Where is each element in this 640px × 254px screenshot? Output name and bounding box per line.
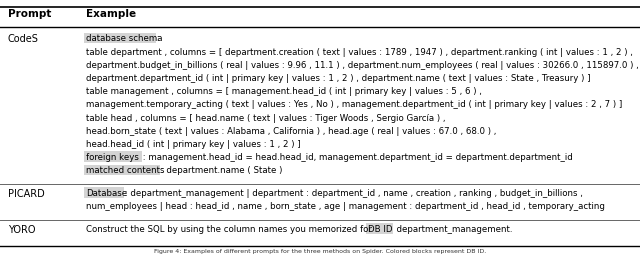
FancyBboxPatch shape [84,188,124,198]
Text: num_employees | head : head_id , name , born_state , age | management : departme: num_employees | head : head_id , name , … [86,201,605,211]
Text: department.department_id ( int | primary key | values : 1 , 2 ) , department.nam: department.department_id ( int | primary… [86,74,591,83]
Text: table department , columns = [ department.creation ( text | values : 1789 , 1947: table department , columns = [ departmen… [86,47,633,56]
Text: : department.name ( State ): : department.name ( State ) [158,166,282,175]
Text: Construct the SQL by using the column names you memorized for: Construct the SQL by using the column na… [86,224,378,233]
Text: matched contents: matched contents [86,166,165,175]
Text: head.born_state ( text | values : Alabama , California ) , head.age ( real | val: head.born_state ( text | values : Alabam… [86,126,497,135]
Text: DB ID: DB ID [369,224,393,233]
FancyBboxPatch shape [84,152,142,163]
FancyBboxPatch shape [84,34,156,44]
FancyBboxPatch shape [84,165,160,176]
Text: Example: Example [86,9,136,19]
Text: table head , columns = [ head.name ( text | values : Tiger Woods , Sergio García: table head , columns = [ head.name ( tex… [86,113,446,122]
Text: :: : [154,34,159,43]
Text: table management , columns = [ management.head_id ( int | primary key | values :: table management , columns = [ managemen… [86,87,483,96]
Text: : management.head_id = head.head_id, management.department_id = department.depar: : management.head_id = head.head_id, man… [140,153,573,162]
Text: CodeS: CodeS [8,34,38,44]
Text: database schema: database schema [86,34,163,43]
Text: department_management.: department_management. [391,224,513,233]
Text: PICARD: PICARD [8,188,44,198]
Text: Prompt: Prompt [8,9,51,19]
Text: : department_management | department : department_id , name , creation , ranking: : department_management | department : d… [122,188,583,197]
FancyBboxPatch shape [367,224,393,234]
Text: head.head_id ( int | primary key | values : 1 , 2 ) ]: head.head_id ( int | primary key | value… [86,139,301,148]
Text: Figure 4: Examples of different prompts for the three methods on Spider. Colored: Figure 4: Examples of different prompts … [154,248,486,253]
Text: YORO: YORO [8,224,35,234]
Text: department.budget_in_billions ( real | values : 9.96 , 11.1 ) , department.num_e: department.budget_in_billions ( real | v… [86,60,639,70]
Text: Database: Database [86,188,127,197]
Text: foreign keys: foreign keys [86,153,140,162]
Text: management.temporary_acting ( text | values : Yes , No ) , management.department: management.temporary_acting ( text | val… [86,100,623,109]
